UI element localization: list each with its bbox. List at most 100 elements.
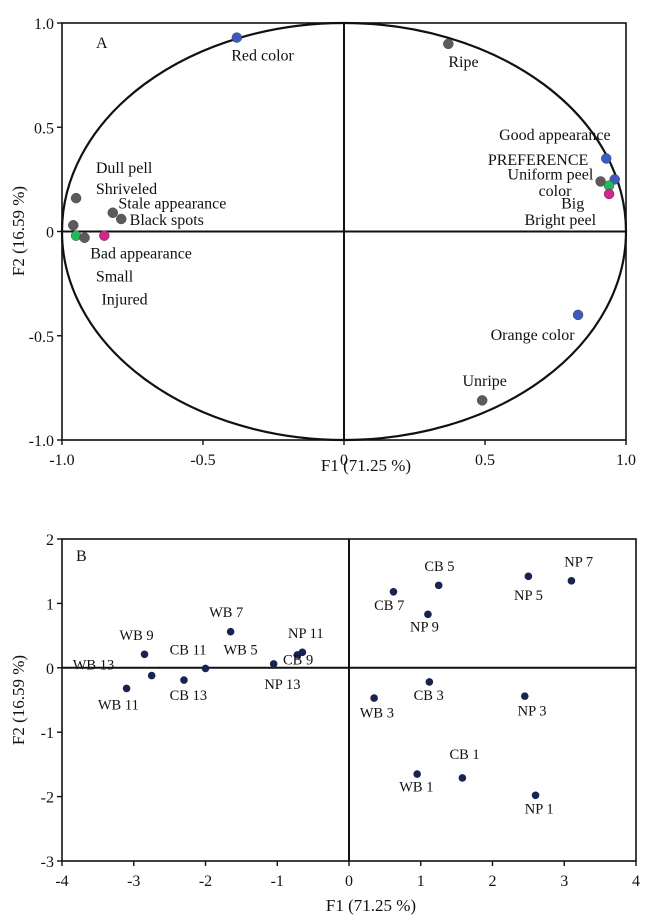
point-label: WB 11 [98,698,139,714]
y-tick-label: -1.0 [29,433,54,450]
data-point-1-12 [147,671,156,680]
x-tick-label: 0 [340,452,348,469]
x-axis-title: F1 (71.25 %) [326,896,416,915]
data-point-1-19 [531,791,540,800]
y-tick-label: -2 [41,790,54,807]
data-point-1-0 [567,577,576,585]
data-point-0-10 [68,220,79,231]
x-tick-label: 2 [489,873,497,890]
x-tick-label: 1.0 [616,452,636,469]
point-label: NP 13 [264,677,300,693]
data-point-1-17 [413,770,421,778]
data-point-0-6 [603,188,615,200]
point-label: NP 9 [410,620,439,636]
data-point-1-3 [389,588,398,596]
data-point-0-14 [572,309,584,321]
point-label: Unripe [462,373,506,390]
y-axis-title: F2 (16.59 %) [9,186,28,276]
point-label: Stale appearance [118,196,226,213]
point-label: CB 13 [170,688,207,704]
point-label: PREFERENCE [488,152,588,169]
data-point-1-4 [424,610,432,619]
point-label: NP 7 [564,555,593,571]
panel-label: A [96,35,108,52]
data-point-0-7 [70,192,82,204]
point-label: Shriveled [96,181,157,198]
point-label: NP 5 [514,588,543,604]
x-tick-label: 0.5 [475,452,495,469]
x-tick-label: -4 [55,873,68,890]
y-tick-label: -0.5 [29,329,54,346]
point-label: Good appearance [499,127,610,144]
point-label: Ripe [448,54,478,71]
data-point-1-16 [520,692,529,700]
data-point-0-8 [107,207,118,218]
point-label: WB 9 [119,628,153,644]
x-axis-title: F1 (71.25 %) [321,456,411,475]
y-tick-label: 2 [46,532,54,549]
point-label: Big [561,196,584,213]
point-label: Red color [231,48,294,65]
point-label: CB 7 [374,598,404,614]
data-point-1-5 [226,627,235,636]
point-label: CB 11 [170,642,207,658]
x-tick-label: 0 [345,873,353,890]
data-point-0-1 [443,38,454,50]
point-label: Bad appearance [90,246,192,263]
point-label: Uniform peel [508,166,594,183]
data-point-0-4 [595,176,606,187]
data-point-1-18 [458,774,467,782]
point-label: NP 3 [518,703,547,719]
panel-label: B [76,548,87,565]
point-label: WB 1 [399,779,433,795]
point-label: WB 7 [209,605,243,621]
point-label: Black spots [130,212,204,229]
data-point-0-9 [116,213,127,225]
y-tick-label: -1 [41,725,54,742]
data-point-0-12 [79,232,90,243]
point-label: CB 3 [414,688,444,704]
data-point-1-2 [434,581,443,590]
data-point-1-1 [524,572,533,581]
x-tick-label: -3 [127,873,140,890]
data-point-1-6 [140,650,149,659]
data-point-0-13 [99,230,110,241]
point-label: color [539,183,573,200]
data-point-1-11 [180,676,188,684]
data-point-1-15 [425,678,434,686]
y-tick-label: 1 [46,596,54,613]
data-point-1-10 [201,664,210,673]
point-label: CB 9 [283,653,313,669]
data-point-0-0 [231,32,243,43]
x-tick-label: -0.5 [190,452,215,469]
data-point-1-9 [269,660,278,668]
x-tick-label: -1.0 [49,452,74,469]
y-tick-label: 0 [46,661,54,678]
x-tick-label: -1 [271,873,284,890]
point-label: Orange color [491,327,576,344]
x-tick-label: 3 [560,873,568,890]
point-label: Bright peel [524,212,596,229]
y-tick-label: -3 [41,854,54,871]
data-point-0-15 [476,395,488,406]
point-label: Dull pell [96,160,153,177]
point-label: CB 5 [424,559,454,575]
data-point-0-2 [601,153,612,164]
point-label: WB 5 [223,642,257,658]
point-label: WB 3 [360,705,394,721]
y-tick-label: 0 [46,225,54,242]
x-tick-label: 1 [417,873,425,890]
point-label: NP 1 [525,801,554,817]
data-point-1-14 [370,694,378,702]
point-label: Small [96,269,134,286]
point-label: CB 1 [449,747,479,763]
y-tick-label: 1.0 [34,16,54,33]
data-point-1-13 [122,684,131,693]
data-point-1-8 [293,651,302,659]
y-tick-label: 0.5 [34,120,54,137]
point-label: NP 11 [288,626,324,642]
point-label: Injured [101,291,147,308]
x-tick-label: 4 [632,873,640,890]
y-axis-title: F2 (16.59 %) [9,655,28,745]
